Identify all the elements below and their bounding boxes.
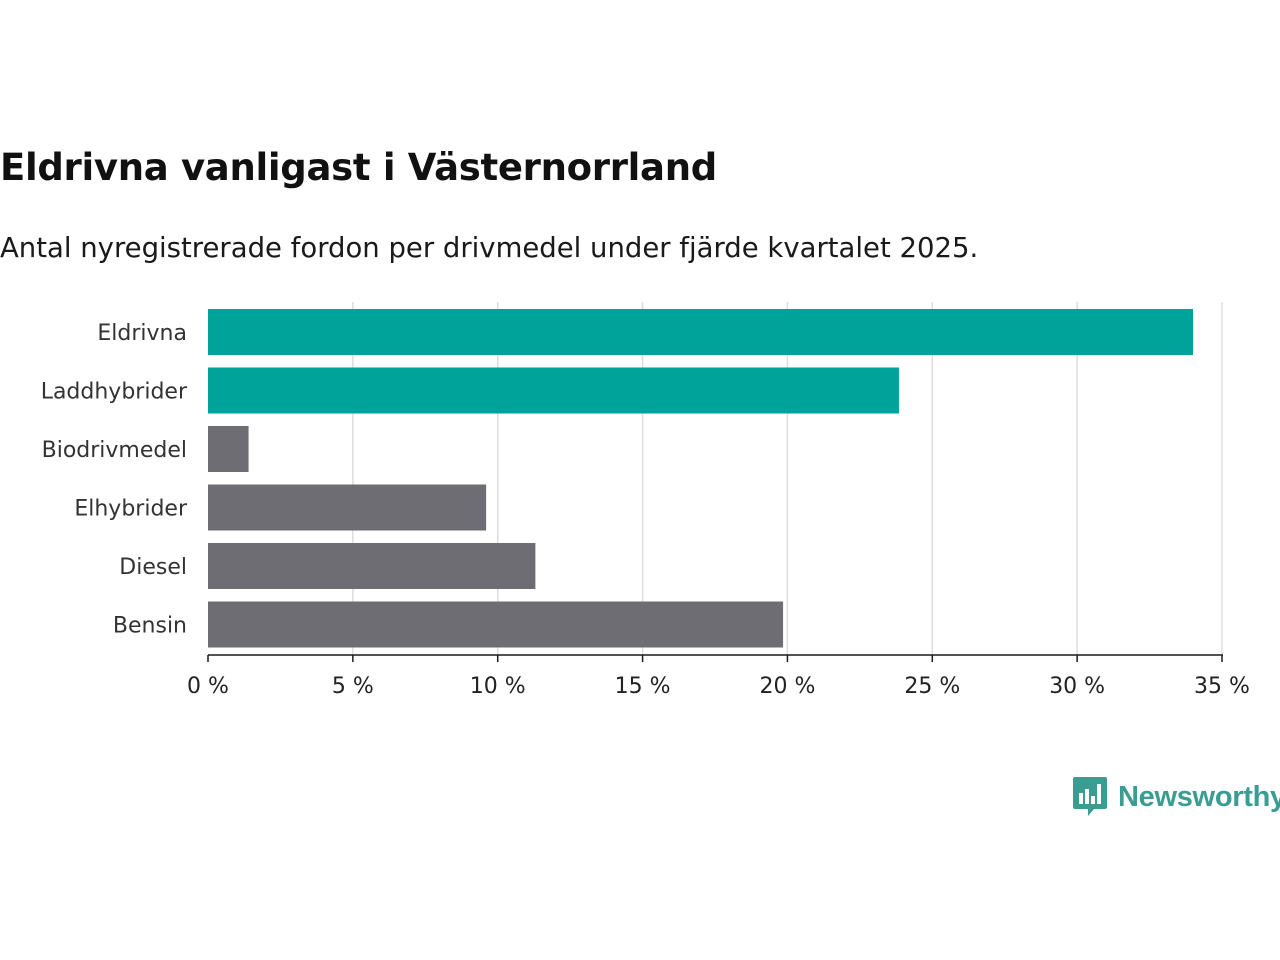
x-tick-label: 25 %: [904, 674, 960, 699]
newsworthy-logo: Newsworthy: [1072, 776, 1280, 818]
category-label: Eldrivna: [97, 321, 187, 346]
x-tick-label: 35 %: [1194, 674, 1250, 699]
bar-diesel: [208, 543, 536, 589]
category-label: Elhybrider: [74, 497, 188, 522]
x-tick-label: 30 %: [1049, 674, 1105, 699]
category-label: Laddhybrider: [41, 380, 188, 405]
category-label: Bensin: [113, 614, 187, 639]
bar-bensin: [208, 601, 784, 648]
x-tick-label: 5 %: [332, 674, 374, 699]
chart-title: Eldrivna vanligast i Västernorrland: [0, 146, 717, 189]
category-label: Biodrivmedel: [42, 438, 187, 463]
category-label: Diesel: [119, 555, 187, 580]
newsworthy-logo-icon: [1073, 777, 1107, 816]
bar-elhybrider: [208, 484, 487, 531]
x-tick-label: 10 %: [470, 674, 526, 699]
chart-subtitle: Antal nyregistrerade fordon per drivmede…: [0, 232, 979, 264]
bar-biodrivmedel: [208, 426, 249, 472]
x-tick-label: 15 %: [615, 674, 671, 699]
newsworthy-logo-text: Newsworthy: [1118, 780, 1280, 813]
bar-laddhybrider: [208, 367, 899, 414]
x-tick-label: 0 %: [187, 674, 229, 699]
bar-eldrivna: [208, 309, 1194, 355]
x-tick-label: 20 %: [759, 674, 815, 699]
